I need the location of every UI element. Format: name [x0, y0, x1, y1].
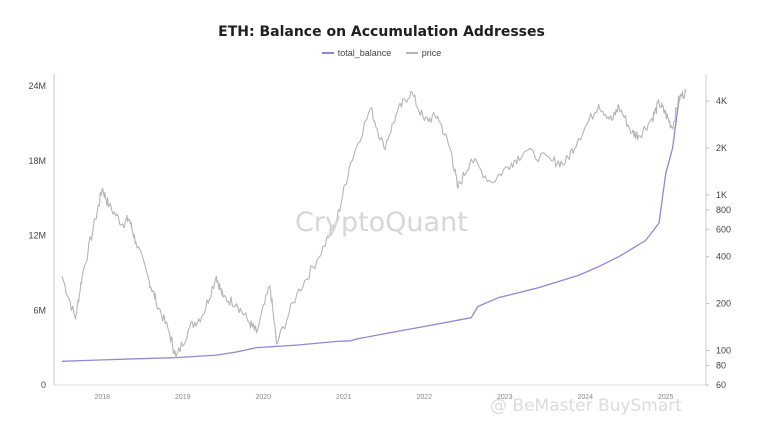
y-right-tick-label: 1K: [716, 190, 727, 200]
y-left-tick-label: 0: [41, 380, 46, 390]
y-left-tick-label: 12M: [28, 231, 46, 241]
y-left-tick-label: 24M: [28, 81, 46, 91]
x-tick-label: 2024: [577, 394, 593, 401]
credit-watermark: @ BeMaster BuySmart: [490, 396, 682, 416]
legend-swatch-price: [405, 52, 418, 54]
series-line-price: [61, 89, 687, 359]
y-right-tick-label: 400: [716, 252, 731, 262]
chart-legend: total_balance price: [0, 46, 763, 58]
x-tick-label: 2023: [497, 394, 513, 401]
y-left-tick-label: 6M: [33, 305, 46, 315]
legend-label-price: price: [421, 48, 442, 58]
y-left-tick-label: 18M: [28, 156, 46, 166]
y-right-tick-label: 800: [716, 205, 731, 215]
y-right-tick-label: 200: [716, 299, 731, 309]
legend-item-price[interactable]: price: [405, 48, 442, 58]
x-tick-label: 2021: [336, 394, 352, 401]
series-line-total-balance: [61, 98, 680, 362]
y-right-tick-label: 60: [716, 380, 726, 390]
watermark: CryptoQuant: [295, 207, 468, 238]
y-right-tick-label: 4K: [716, 96, 727, 106]
x-tick-label: 2018: [94, 394, 110, 401]
chart-title: ETH: Balance on Accumulation Addresses: [218, 24, 545, 40]
legend-item-total-balance[interactable]: total_balance: [321, 48, 392, 58]
x-tick-label: 2025: [658, 394, 674, 401]
legend-label-total-balance: total_balance: [337, 48, 392, 58]
y-right-tick-label: 2K: [716, 143, 727, 153]
x-tick-label: 2022: [416, 394, 432, 401]
y-right-tick-label: 600: [716, 224, 731, 234]
y-right-tick-label: 80: [716, 361, 726, 371]
x-tick-label: 2019: [175, 394, 191, 401]
x-tick-label: 2020: [255, 394, 271, 401]
legend-swatch-total-balance: [321, 52, 334, 54]
y-right-tick-label: 100: [716, 345, 731, 355]
